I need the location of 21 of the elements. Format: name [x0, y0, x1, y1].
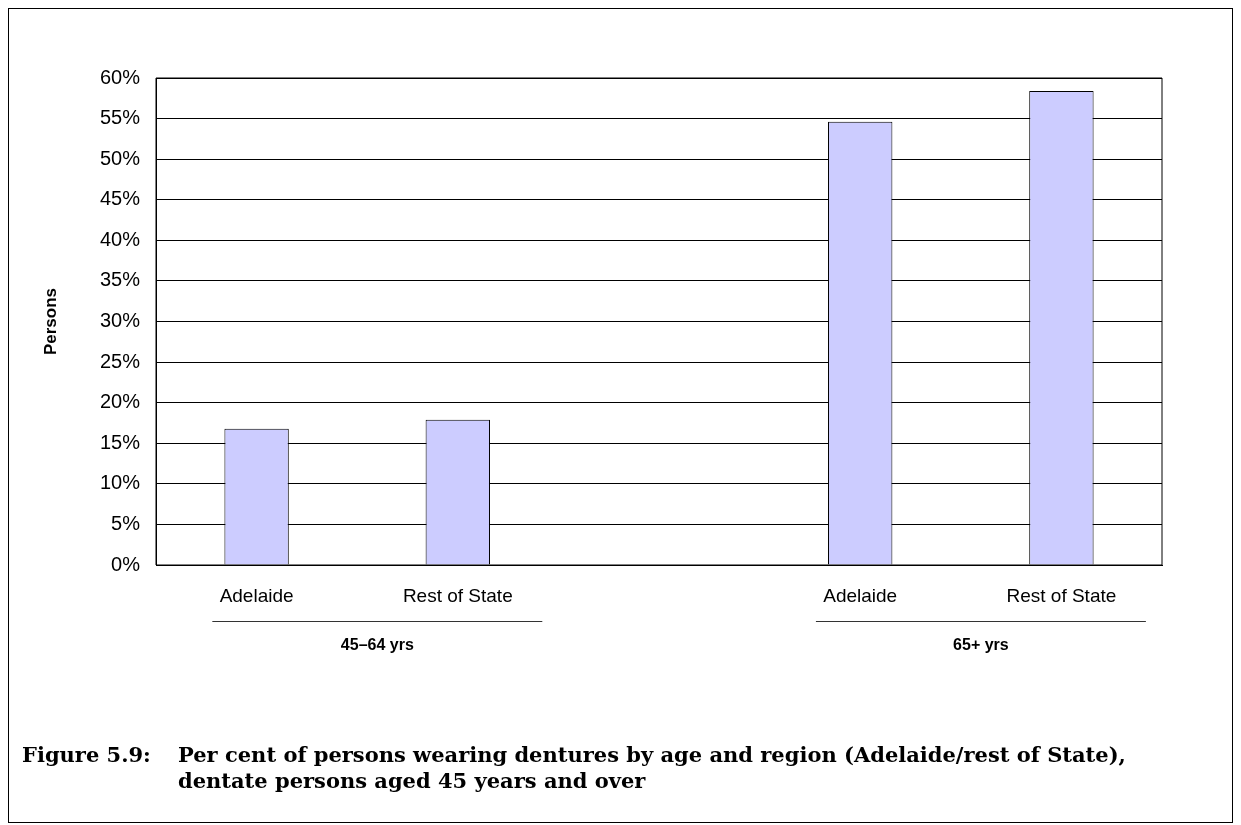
y-tick-label: 35%: [99, 268, 141, 291]
y-tick-label: 25%: [99, 349, 141, 372]
y-tick-label: 15%: [99, 430, 141, 453]
chart-title: Figure 5.9: Per cent of persons wearing dentures by age and region (Adelaide/rest of State), dentate persons aged 45 years and over: [22, 742, 1126, 793]
y-tick-label: 55%: [99, 106, 141, 129]
y-axis-title: Persons: [40, 287, 60, 356]
text: 45–64 yrs: [340, 636, 414, 654]
x-tick-label: Rest of State: [402, 584, 513, 606]
y-tick-label: 30%: [99, 309, 141, 332]
text: 65+ yrs: [953, 636, 1009, 654]
y-tick-label: 50%: [99, 146, 141, 169]
y-tick-label: 0%: [111, 552, 141, 575]
y-tick-label: 10%: [99, 471, 141, 494]
y-tick-label: 20%: [99, 390, 141, 413]
y-tick-label: 40%: [99, 227, 141, 250]
x-tick-label: Adelaide: [219, 584, 294, 606]
x-tick-label: Adelaide: [823, 584, 898, 606]
y-tick-label: 45%: [99, 187, 141, 210]
y-tick-label: 5%: [111, 511, 141, 534]
x-tick-label: Rest of State: [1006, 584, 1117, 606]
y-tick-label: 60%: [99, 65, 141, 88]
